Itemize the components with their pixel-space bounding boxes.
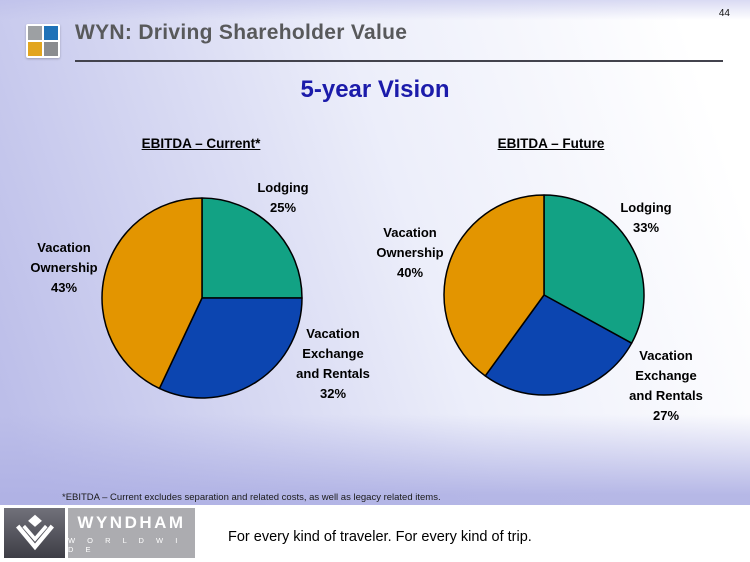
pie-slice <box>101 197 203 390</box>
pie-slice <box>201 197 303 299</box>
label-current-exchange: Vacation Exchange and Rentals 32% <box>296 326 370 402</box>
label-future-ownership: Vacation Ownership 40% <box>376 225 444 281</box>
chart-title-future: EBITDA – Future <box>497 136 605 151</box>
logo-square-darkgray-icon <box>44 42 58 56</box>
brand-name: WYNDHAM <box>77 512 186 532</box>
pie-slice <box>484 294 633 396</box>
pie-chart-future <box>443 194 645 396</box>
footer-tagline: For every kind of traveler. For every ki… <box>228 529 532 545</box>
chart-title-current: EBITDA – Current* <box>141 136 261 151</box>
brand-subname: W O R L D W I D E <box>68 535 183 554</box>
label-future-exchange: Vacation Exchange and Rentals 27% <box>629 348 703 424</box>
logo-square-gray-icon <box>28 26 42 40</box>
footnote: *EBITDA – Current excludes separation an… <box>62 492 441 503</box>
wyndham-w-glyph-icon <box>15 514 54 551</box>
pie-slice <box>158 297 303 399</box>
wyndham-w-logo-icon <box>4 508 65 558</box>
logo-square-blue-icon <box>44 26 58 40</box>
label-future-lodging: Lodging 33% <box>620 200 672 236</box>
label-current-ownership: Vacation Ownership 43% <box>30 240 98 296</box>
pie-slice <box>443 194 545 377</box>
subtitle: 5-year Vision <box>300 76 450 103</box>
footer-bar: WYNDHAM W O R L D W I D E For every kind… <box>0 505 750 562</box>
wyn-squares-logo-icon <box>26 24 60 58</box>
pie-chart-current <box>101 197 303 399</box>
label-current-lodging: Lodging 25% <box>257 180 309 216</box>
wyndham-wordmark: WYNDHAM W O R L D W I D E <box>68 508 195 558</box>
title-divider <box>75 60 723 62</box>
pie-slice <box>543 194 645 344</box>
logo-square-gold-icon <box>28 42 42 56</box>
slide-title: WYN: Driving Shareholder Value <box>75 21 408 44</box>
page-number: 44 <box>718 8 730 19</box>
